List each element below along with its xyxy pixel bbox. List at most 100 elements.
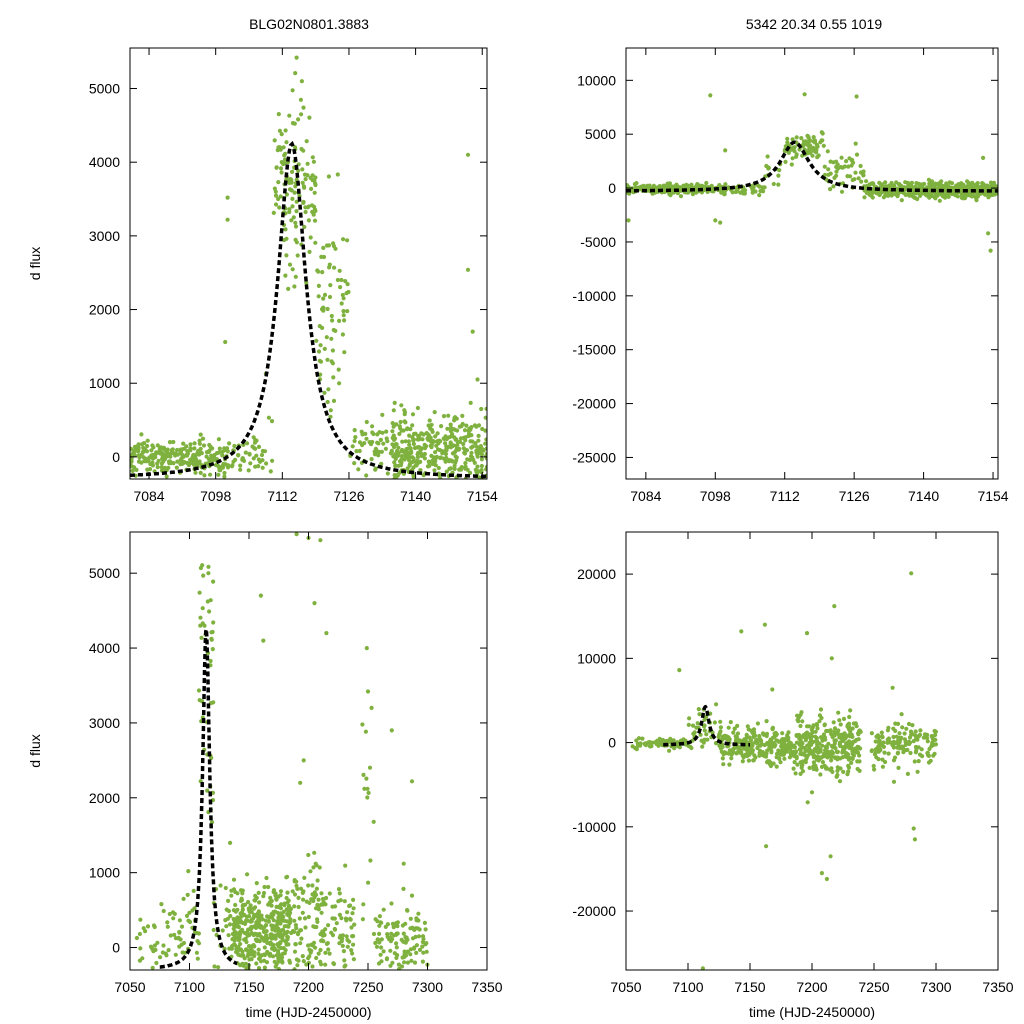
data-point: [804, 631, 810, 636]
data-point: [293, 274, 298, 279]
data-point: [316, 897, 321, 902]
data-point: [208, 598, 213, 603]
data-point: [792, 760, 797, 765]
data-point: [277, 205, 282, 210]
data-point: [780, 731, 785, 736]
data-point: [283, 227, 288, 232]
data-point: [755, 741, 760, 746]
data-point: [993, 192, 998, 197]
data-point: [747, 749, 752, 754]
data-point: [309, 186, 314, 191]
data-point: [246, 468, 251, 473]
data-point: [402, 952, 407, 957]
data-point: [310, 964, 315, 969]
data-point: [232, 443, 237, 449]
data-point: [360, 722, 365, 727]
data-point: [899, 198, 904, 203]
data-point: [657, 184, 662, 189]
data-point: [245, 872, 250, 877]
data-point: [409, 893, 415, 898]
data-point: [365, 689, 371, 694]
data-point: [245, 441, 250, 446]
data-point: [807, 748, 812, 753]
data-point: [411, 456, 416, 461]
data-point: [433, 450, 438, 455]
data-point: [848, 708, 853, 713]
y-tick-label: 1000: [89, 865, 120, 881]
data-point: [872, 752, 878, 757]
data-point: [321, 899, 326, 905]
data-point: [298, 941, 303, 946]
data-point: [408, 427, 413, 432]
data-point: [396, 445, 401, 450]
y-tick-label: 3000: [89, 715, 120, 731]
data-point: [304, 139, 309, 144]
data-point: [410, 412, 416, 417]
data-point: [264, 461, 269, 466]
y-tick-label: -15000: [572, 342, 616, 358]
data-point: [794, 135, 799, 140]
data-point: [292, 121, 297, 126]
data-point: [309, 897, 314, 902]
data-point: [283, 273, 288, 278]
data-point: [417, 437, 422, 442]
y-tick-label: 0: [112, 449, 120, 465]
data-point: [895, 186, 900, 191]
data-point: [790, 137, 795, 142]
data-point: [378, 437, 383, 442]
data-point: [810, 153, 815, 158]
data-point: [858, 170, 864, 175]
data-point: [894, 734, 899, 739]
data-point: [731, 730, 736, 735]
data-point: [379, 920, 384, 925]
data-point: [160, 454, 165, 459]
data-point: [353, 435, 358, 440]
data-point: [677, 668, 682, 673]
data-point: [162, 465, 168, 470]
data-point: [925, 739, 930, 744]
data-point: [177, 944, 182, 949]
data-point: [256, 890, 261, 896]
y-tick-label: 4000: [89, 154, 120, 170]
data-point: [268, 469, 273, 474]
data-point: [463, 461, 468, 466]
data-point: [827, 754, 833, 759]
data-point: [362, 441, 367, 446]
data-point: [383, 924, 388, 930]
data-point: [209, 630, 214, 635]
data-point: [924, 44, 928, 48]
data-point: [323, 962, 328, 967]
data-point: [169, 448, 174, 453]
data-point: [687, 716, 692, 721]
data-point: [264, 937, 270, 942]
data-point: [273, 193, 279, 198]
x-tick-label: 7250: [352, 979, 383, 995]
data-point: [475, 452, 480, 457]
data-point: [211, 927, 216, 933]
data-point: [249, 950, 254, 955]
data-point: [907, 735, 913, 740]
x-tick-label: 7126: [333, 488, 364, 504]
data-point: [381, 441, 386, 446]
data-point: [472, 423, 477, 428]
data-point: [939, 183, 944, 188]
data-point: [284, 236, 289, 241]
data-point: [227, 922, 233, 927]
data-point: [301, 105, 306, 110]
x-tick-label: 7150: [734, 979, 765, 995]
data-point: [744, 732, 749, 738]
data-point: [290, 267, 295, 272]
data-point: [313, 182, 318, 188]
data-point: [829, 656, 834, 661]
data-point: [330, 916, 335, 921]
data-point: [873, 739, 878, 744]
data-point: [850, 746, 855, 752]
data-point: [350, 951, 355, 956]
x-tick-label: 7112: [267, 488, 297, 504]
data-point: [305, 161, 310, 166]
data-point: [211, 620, 216, 625]
data-point: [785, 140, 790, 145]
data-point: [301, 184, 306, 189]
data-point: [805, 800, 810, 805]
